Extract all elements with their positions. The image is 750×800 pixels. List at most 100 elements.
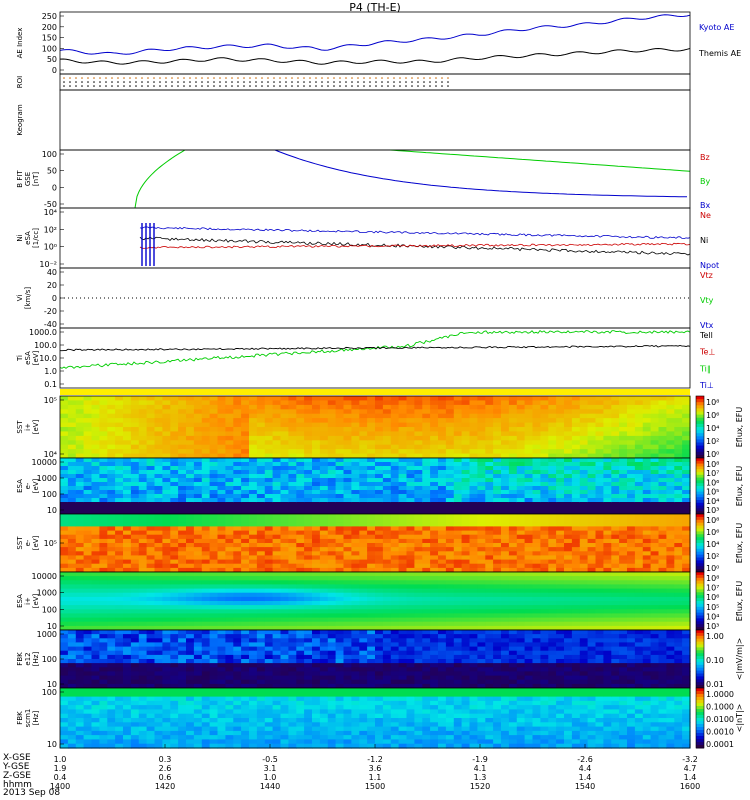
heatmap-cell: [256, 506, 266, 511]
heatmap-cell: [634, 559, 644, 565]
heatmap-cell: [201, 592, 211, 598]
heatmap-cell: [288, 588, 297, 594]
colorbar-swatch: [696, 502, 704, 507]
heatmap-cell: [445, 543, 455, 548]
heatmap-cell: [146, 453, 156, 459]
colorbar-swatch: [696, 491, 704, 495]
heatmap-cell: [430, 440, 439, 446]
heatmap-cell: [327, 538, 337, 544]
heatmap-cell: [603, 422, 612, 428]
heatmap-cell: [430, 538, 439, 544]
roi-dot: [159, 85, 161, 87]
heatmap-cell: [91, 453, 100, 459]
heatmap-cell: [83, 638, 93, 643]
heatmap-cell: [319, 514, 329, 519]
heatmap-cell: [201, 494, 211, 499]
heatmap-cell: [60, 514, 69, 519]
heatmap-cell: [249, 580, 258, 585]
roi-dot: [219, 77, 221, 79]
heatmap-cell: [666, 453, 675, 459]
heatmap-cell: [469, 482, 478, 487]
heatmap-cell: [217, 584, 226, 590]
y-tick-label: -20: [44, 307, 57, 316]
heatmap-cell: [351, 522, 360, 527]
heatmap-cell: [335, 625, 345, 631]
heatmap-cell: [516, 458, 526, 463]
heatmap-cell: [382, 506, 392, 511]
heatmap-cell: [556, 396, 565, 401]
heatmap-cell: [154, 498, 163, 503]
heatmap-cell: [540, 551, 549, 556]
heatmap-cell: [264, 625, 274, 631]
heatmap-cell: [209, 482, 219, 487]
heatmap-cell: [335, 518, 345, 523]
heatmap-cell: [367, 576, 376, 581]
heatmap-cell: [398, 621, 408, 627]
heatmap-cell: [682, 444, 691, 450]
heatmap-cell: [524, 444, 534, 450]
heatmap-cell: [335, 418, 345, 424]
series-line-ti-par: [59, 329, 691, 369]
heatmap-cell: [477, 431, 486, 437]
panel-frame: [59, 267, 691, 329]
heatmap-cell: [170, 534, 179, 540]
heatmap-cell: [367, 567, 376, 573]
heatmap-cell: [288, 440, 297, 446]
heatmap-cell: [516, 547, 526, 552]
heatmap-cell: [319, 621, 329, 627]
heatmap-cell: [390, 474, 400, 479]
heatmap-cell: [233, 526, 242, 532]
heatmap-cell: [233, 617, 242, 623]
heatmap-cell: [477, 478, 486, 483]
heatmap-cell: [193, 482, 203, 487]
heatmap-cell: [146, 584, 156, 590]
heatmap-cell: [170, 458, 179, 463]
heatmap-cell: [186, 526, 195, 532]
heatmap-cell: [138, 518, 148, 523]
heatmap-cell: [571, 601, 581, 606]
heatmap-cell: [619, 567, 628, 573]
heatmap-cell: [674, 555, 683, 561]
heatmap-cell: [603, 453, 612, 459]
heatmap-cell: [83, 646, 93, 652]
heatmap-cell: [75, 534, 85, 540]
y-axis-label-line: [eV]: [32, 535, 40, 550]
heatmap-cell: [256, 534, 266, 540]
heatmap-cell: [611, 458, 620, 463]
heatmap-cell: [485, 538, 494, 544]
heatmap-cell: [485, 470, 494, 475]
heatmap-cell: [249, 462, 258, 467]
heatmap-cell: [75, 518, 85, 523]
heatmap-cell: [288, 526, 297, 532]
heatmap-cell: [627, 613, 636, 619]
heatmap-cell: [375, 538, 384, 544]
heatmap-cell: [115, 567, 124, 573]
heatmap-cell: [312, 580, 321, 585]
heatmap-cell: [130, 522, 140, 527]
heatmap-cell: [556, 444, 565, 450]
roi-dot: [117, 77, 119, 79]
y-tick-label: -50: [44, 200, 57, 209]
heatmap-cell: [304, 605, 313, 610]
colorbar-swatch: [696, 486, 704, 490]
roi-dot: [447, 77, 449, 79]
heatmap-cell: [249, 534, 258, 540]
heatmap-cell: [343, 584, 352, 590]
roi-dot: [423, 77, 425, 79]
heatmap-cell: [225, 449, 234, 455]
heatmap-cell: [343, 613, 352, 619]
heatmap-cell: [335, 534, 345, 540]
heatmap-cell: [178, 486, 187, 491]
heatmap-cell: [516, 605, 526, 610]
heatmap-cell: [130, 538, 140, 544]
heatmap-cell: [548, 418, 557, 424]
heatmap-cell: [272, 538, 282, 544]
heatmap-cell: [603, 396, 612, 401]
heatmap-cell: [312, 605, 321, 610]
heatmap-cell: [60, 510, 69, 515]
heatmap-cell: [461, 613, 471, 619]
heatmap-cell: [209, 502, 219, 507]
heatmap-cell: [556, 518, 565, 523]
heatmap-cell: [359, 576, 368, 581]
heatmap-cell: [319, 413, 329, 419]
